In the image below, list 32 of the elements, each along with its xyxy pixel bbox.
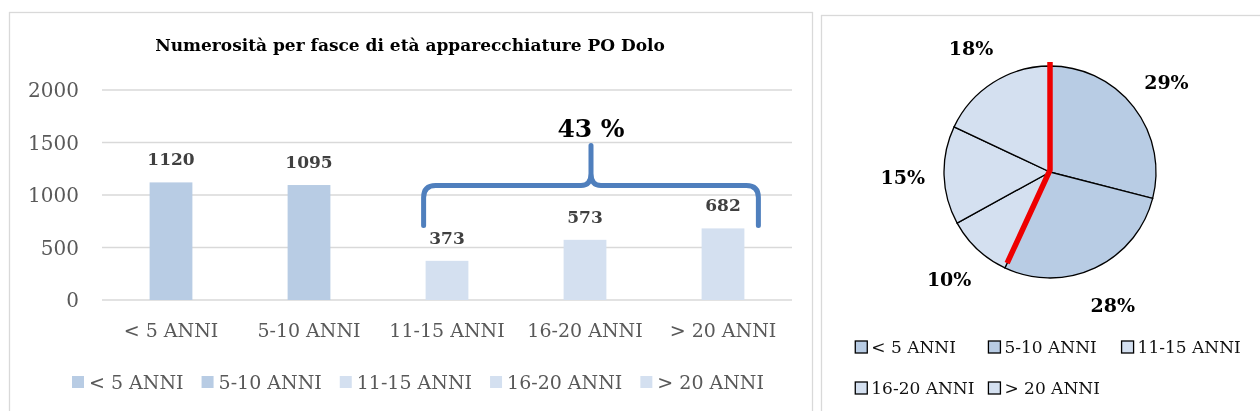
legend-label: 11-15 ANNI <box>1137 337 1241 357</box>
data-label: 1120 <box>147 149 195 170</box>
y-tick-label: 1000 <box>28 183 79 207</box>
chart-title: Numerosità per fasce di età apparecchiature PO Dolo <box>155 35 665 55</box>
legend-label: 5-10 ANNI <box>218 371 322 393</box>
legend-label: 5-10 ANNI <box>1004 337 1097 357</box>
x-tick-label: 16-20 ANNI <box>527 319 643 341</box>
data-label: 28% <box>1090 294 1135 317</box>
legend-label: > 20 ANNI <box>657 371 764 393</box>
legend-label: 11-15 ANNI <box>356 371 473 393</box>
data-label: 373 <box>429 227 465 248</box>
legend-label: < 5 ANNI <box>89 371 184 393</box>
y-tick-label: 1500 <box>28 130 79 155</box>
legend-label: 16-20 ANNI <box>507 371 623 393</box>
data-label: 15% <box>880 165 925 188</box>
y-tick-label: 500 <box>40 235 79 260</box>
x-tick-label: 11-15 ANNI <box>389 319 505 341</box>
legend-label: < 5 ANNI <box>871 337 956 357</box>
data-label: 682 <box>705 195 741 216</box>
annotation: 43 % <box>557 114 625 144</box>
data-label: 29% <box>1144 70 1189 93</box>
data-label: 1095 <box>285 152 333 173</box>
data-label: 10% <box>926 268 972 291</box>
legend-label: > 20 ANNI <box>1004 378 1100 398</box>
data-label: 573 <box>567 206 603 227</box>
data-label: 18% <box>948 36 994 59</box>
legend-label: 16-20 ANNI <box>871 378 975 398</box>
x-tick-label: 5-10 ANNI <box>257 319 361 341</box>
x-tick-label: > 20 ANNI <box>669 319 777 341</box>
x-tick-label: < 5 ANNI <box>123 319 219 341</box>
y-tick-label: 0 <box>66 288 79 312</box>
y-tick-label: 2000 <box>28 78 79 102</box>
